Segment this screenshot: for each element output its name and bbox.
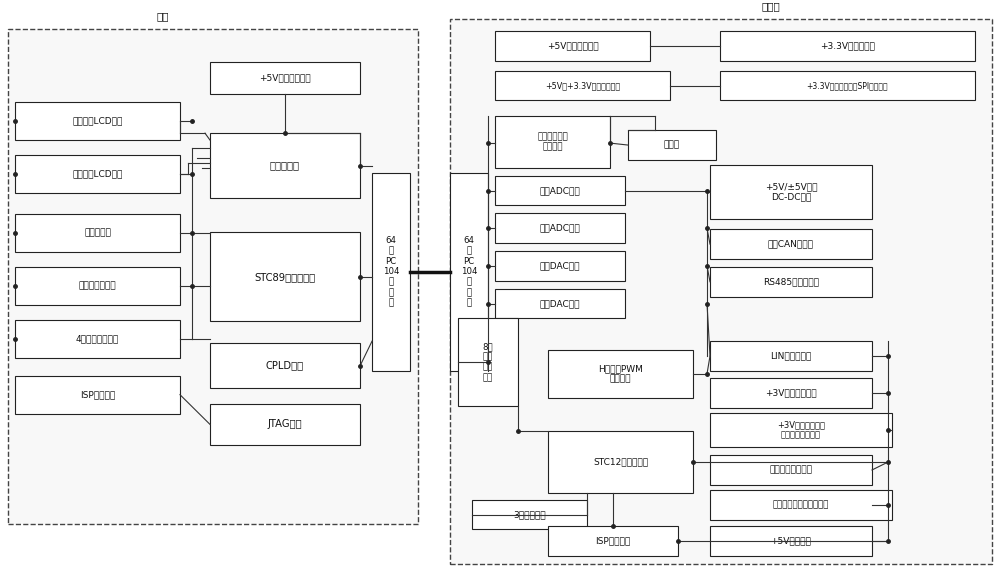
Text: 扩展板: 扩展板 bbox=[762, 1, 780, 11]
Bar bbox=[710, 165, 872, 219]
Text: +3V减速直流电机: +3V减速直流电机 bbox=[765, 388, 817, 397]
Text: 串行DAC电路: 串行DAC电路 bbox=[540, 299, 580, 308]
Text: 独立CAN控制器: 独立CAN控制器 bbox=[768, 239, 814, 249]
Text: JTAG接口: JTAG接口 bbox=[268, 420, 302, 429]
Text: +5V与+3.3V电平转换电路: +5V与+3.3V电平转换电路 bbox=[545, 81, 620, 90]
Text: 数据存储器: 数据存储器 bbox=[84, 228, 111, 238]
Text: +5V直流电源插座: +5V直流电源插座 bbox=[547, 41, 598, 51]
Text: +3.3V电压调节器: +3.3V电压调节器 bbox=[820, 41, 875, 51]
Text: 并行ADC电路: 并行ADC电路 bbox=[540, 224, 580, 233]
Bar bbox=[495, 214, 625, 243]
Text: 字符点阵LCD模块: 字符点阵LCD模块 bbox=[72, 169, 123, 179]
Bar bbox=[450, 173, 488, 371]
Text: 64
芯
PC
104
插
接
件: 64 芯 PC 104 插 接 件 bbox=[383, 236, 399, 308]
Bar bbox=[15, 215, 180, 252]
Text: +5V/±5V隔离
DC-DC电路: +5V/±5V隔离 DC-DC电路 bbox=[765, 183, 817, 202]
Bar bbox=[450, 20, 992, 564]
Bar bbox=[15, 376, 180, 413]
Text: 4按键及接口电路: 4按键及接口电路 bbox=[76, 335, 119, 344]
Text: H桥可逆PWM
驱动电路: H桥可逆PWM 驱动电路 bbox=[598, 364, 643, 383]
Bar bbox=[710, 455, 872, 485]
Bar bbox=[495, 176, 625, 205]
Bar bbox=[495, 289, 625, 319]
Text: 步进电机达林顿驱动电路: 步进电机达林顿驱动电路 bbox=[773, 500, 829, 509]
Text: RS485总线收发器: RS485总线收发器 bbox=[763, 277, 819, 286]
Bar bbox=[495, 117, 610, 168]
Bar bbox=[710, 526, 872, 556]
Bar bbox=[210, 232, 360, 321]
Text: 双霍尔开关传感器: 双霍尔开关传感器 bbox=[770, 466, 812, 475]
Bar bbox=[210, 133, 360, 197]
Bar bbox=[710, 413, 892, 447]
Text: 并行DAC电路: 并行DAC电路 bbox=[540, 261, 580, 270]
Bar bbox=[210, 62, 360, 94]
Bar bbox=[210, 343, 360, 388]
Text: ISP下载接口: ISP下载接口 bbox=[595, 537, 631, 546]
Text: 主板: 主板 bbox=[157, 11, 169, 21]
Bar bbox=[720, 71, 975, 100]
Text: CPLD芯片: CPLD芯片 bbox=[266, 360, 304, 370]
Bar bbox=[15, 103, 180, 140]
Bar bbox=[720, 31, 975, 61]
Text: 8位
并口
通信
接口: 8位 并口 通信 接口 bbox=[483, 342, 493, 382]
Bar bbox=[548, 431, 693, 492]
Text: +3.3V无线射频模块SPI接口电路: +3.3V无线射频模块SPI接口电路 bbox=[807, 81, 888, 90]
Bar bbox=[472, 500, 587, 529]
Bar bbox=[15, 320, 180, 358]
Bar bbox=[495, 31, 650, 61]
Text: 短接器: 短接器 bbox=[664, 141, 680, 150]
Text: ISP下载接口: ISP下载接口 bbox=[80, 390, 115, 399]
Bar bbox=[15, 267, 180, 305]
Bar bbox=[628, 130, 716, 160]
Text: +5V步进电机: +5V步进电机 bbox=[771, 537, 811, 546]
Bar bbox=[495, 71, 670, 100]
Bar bbox=[548, 526, 678, 556]
Text: 图形点阵LCD模块: 图形点阵LCD模块 bbox=[72, 117, 123, 126]
Text: 64
芯
PC
104
插
接
件: 64 芯 PC 104 插 接 件 bbox=[461, 236, 477, 308]
Bar bbox=[710, 378, 872, 408]
Bar bbox=[210, 404, 360, 445]
Bar bbox=[548, 350, 693, 398]
Text: 地址译码器: 地址译码器 bbox=[270, 160, 300, 170]
Text: +5V直流电源插座: +5V直流电源插座 bbox=[259, 73, 311, 82]
Bar bbox=[495, 251, 625, 281]
Text: 温度传感器及
接口电路: 温度传感器及 接口电路 bbox=[537, 133, 568, 152]
Bar bbox=[710, 229, 872, 259]
Bar bbox=[710, 341, 872, 371]
Text: 3挡拨动开关: 3挡拨动开关 bbox=[513, 510, 546, 519]
Text: +3V减速直流电机
电压电流检测电路: +3V减速直流电机 电压电流检测电路 bbox=[777, 420, 825, 440]
Text: STC12系列单片机: STC12系列单片机 bbox=[593, 457, 648, 467]
Text: LIN总线收发器: LIN总线收发器 bbox=[770, 351, 812, 360]
Bar bbox=[458, 319, 518, 406]
Bar bbox=[8, 29, 418, 525]
Bar bbox=[710, 267, 872, 297]
Bar bbox=[710, 490, 892, 519]
Bar bbox=[15, 155, 180, 193]
Text: 串行ADC电路: 串行ADC电路 bbox=[540, 186, 580, 195]
Bar bbox=[372, 173, 410, 371]
Text: 串行铁电存储器: 串行铁电存储器 bbox=[79, 281, 116, 290]
Text: STC89系列单片机: STC89系列单片机 bbox=[254, 272, 316, 282]
